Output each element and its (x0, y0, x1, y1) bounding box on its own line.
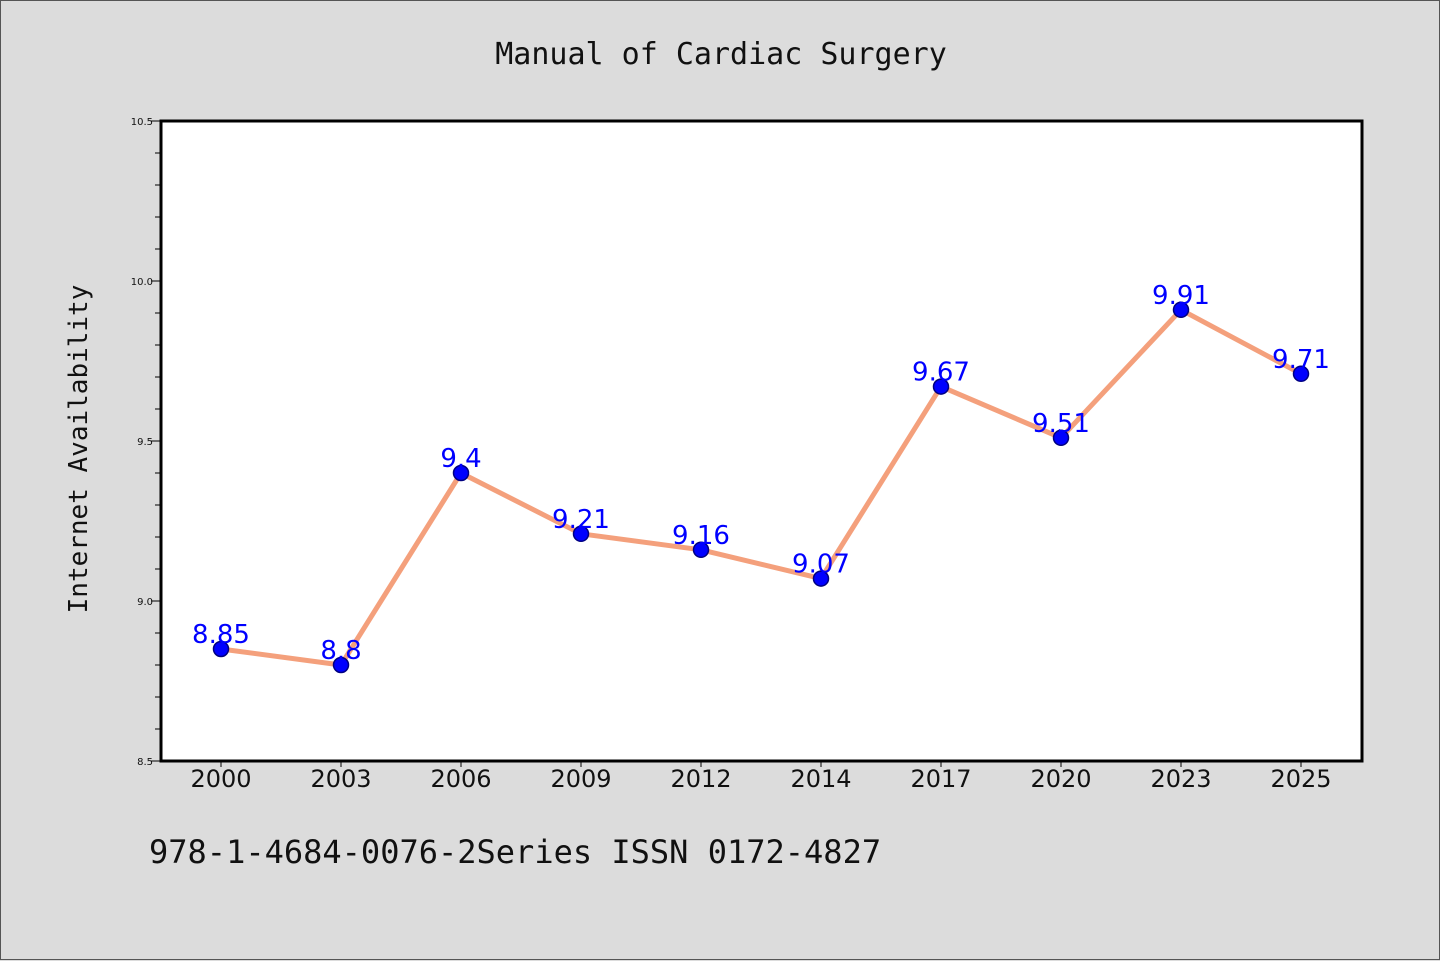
data-label: 9.71 (1272, 345, 1330, 375)
data-label-layer: 8.85 8.8 9.4 9.21 9.16 9.07 9.67 9.51 9.91 9.71 (192, 281, 1330, 666)
chart-title: Manual of Cardiac Surgery (495, 37, 947, 72)
x-tick-label: 2012 (670, 765, 731, 793)
y-tick-label: 9.0 (137, 597, 153, 608)
x-tick-label: 2023 (1150, 765, 1211, 793)
data-point-marker (932, 378, 950, 395)
data-point-marker (1052, 429, 1070, 447)
data-point-marker (212, 640, 230, 658)
data-point-marker (332, 656, 350, 674)
data-label: 9.91 (1152, 281, 1210, 311)
data-label: 8.85 (192, 620, 250, 650)
data-label: 9.4 (440, 444, 481, 474)
footer-identifier: 978-1-4684-0076-2Series ISSN 0172-4827 (149, 833, 882, 871)
plot-area (159, 119, 1364, 763)
y-tick-label: 10.5 (131, 117, 153, 128)
y-axis-label: Internet Availability (64, 285, 94, 614)
data-point-marker (452, 464, 470, 482)
data-label: 9.07 (792, 550, 850, 580)
data-point-marker (572, 525, 590, 543)
x-tick-label: 2017 (910, 765, 971, 793)
series-line (218, 307, 1304, 668)
x-tick-label: 2009 (550, 765, 611, 793)
y-tick-label: 8.5 (137, 757, 153, 768)
x-tick-label: 2006 (430, 765, 491, 793)
data-label: 9.67 (912, 358, 970, 388)
y-axis: 8.5 9.0 9.5 10.0 10.5 (131, 117, 161, 768)
data-point-marker (1172, 301, 1190, 319)
data-point-marker (692, 541, 710, 559)
y-tick-label: 9.5 (137, 437, 153, 448)
x-axis: 2000 2003 2006 2009 2012 2014 2017 2020 2023 2025 (190, 761, 1332, 793)
marker-layer (212, 301, 1310, 674)
x-tick-label: 2003 (310, 765, 371, 793)
data-label: 9.51 (1032, 409, 1090, 439)
data-label: 8.8 (320, 636, 361, 666)
data-point-marker (1292, 365, 1310, 383)
data-label: 9.16 (672, 521, 730, 551)
series-layer (218, 307, 1304, 668)
x-tick-label: 2025 (1270, 765, 1331, 793)
x-tick-label: 2014 (790, 765, 851, 793)
x-tick-label: 2020 (1030, 765, 1091, 793)
data-label: 9.21 (552, 505, 610, 535)
y-tick-label: 10.0 (131, 277, 153, 288)
x-tick-label: 2000 (190, 765, 251, 793)
data-point-marker (812, 570, 830, 587)
